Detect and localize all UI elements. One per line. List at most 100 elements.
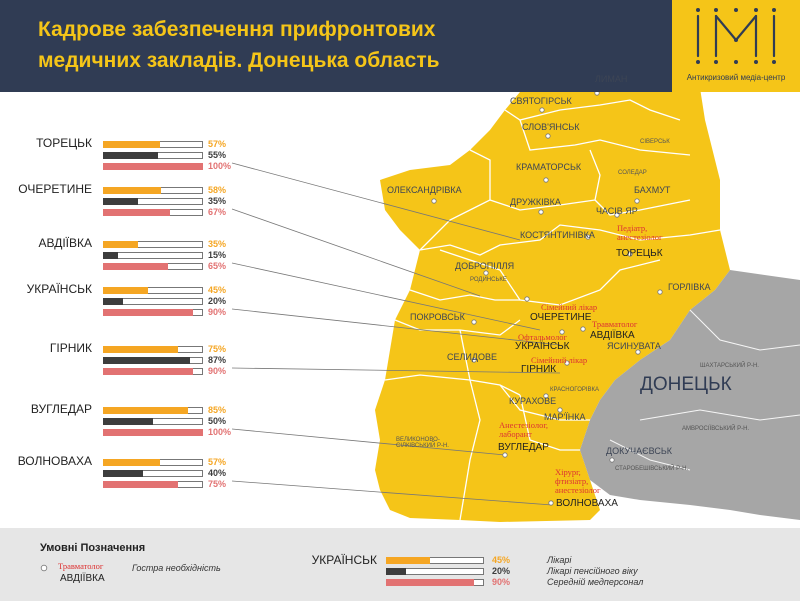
- pct-pension: 20%: [208, 296, 227, 306]
- town-vuhledar: ВУГЛЕДАР: [498, 442, 549, 453]
- bar-pension: [103, 152, 158, 159]
- pct-doctors: 57%: [208, 139, 227, 149]
- legend-bar-doctors: [386, 557, 431, 564]
- city-bakhmut: БАХМУТ: [634, 185, 671, 195]
- legend-pct-doctors: 45%: [492, 555, 511, 565]
- bar-doctors: [103, 141, 160, 148]
- row-label: УКРАЇНСЬК: [26, 282, 92, 296]
- city-dobropillia: ДОБРОПІЛЛЯ: [455, 261, 515, 271]
- city-oleksandrivka: ОЛЕКСАНДРІВКА: [387, 185, 462, 195]
- row-label: ОЧЕРЕТИНЕ: [18, 182, 92, 196]
- pct-midstaff: 90%: [208, 307, 227, 317]
- bar-pension: [103, 418, 153, 425]
- legend-series-doctors: Лікарі: [547, 555, 572, 565]
- bar-pension: [103, 357, 190, 364]
- bar-midstaff: [103, 263, 168, 270]
- district-starobeshivskyi: СТАРОБЕШІВСЬКИЙ Р-Н.: [615, 466, 689, 472]
- bar-midstaff: [103, 209, 170, 216]
- pct-midstaff: 75%: [208, 479, 227, 489]
- bar-midstaff: [103, 309, 193, 316]
- legend-series-pension: Лікарі пенсійного віку: [547, 566, 638, 576]
- need-ukrainsk: Офтальмолог: [518, 332, 567, 342]
- pct-pension: 35%: [208, 196, 227, 206]
- bar-track: [103, 252, 203, 259]
- bar-pension: [103, 252, 118, 259]
- callout-lines: [231, 162, 561, 506]
- pct-midstaff: 90%: [208, 366, 227, 376]
- city-kurakhove: КУРАХОВЕ: [509, 396, 557, 406]
- city-selydove: СЕЛИДОВЕ: [447, 352, 497, 362]
- region-donetsk-label: ДОНЕЦЬК: [640, 374, 732, 395]
- town-hirnyk: ГІРНИК: [521, 364, 557, 375]
- legend-bar-midstaff: [386, 579, 475, 586]
- legend-sample-desc: Гостра необхідність: [132, 563, 221, 573]
- legend-pct-midstaff: 90%: [492, 577, 511, 587]
- bar-pension: [103, 198, 138, 205]
- city-krasnohorivka: КРАСНОГОРІВКА: [550, 387, 600, 393]
- map-occupied-territory: [580, 270, 800, 520]
- bar-doctors: [103, 346, 178, 353]
- bar-doctors: [103, 241, 138, 248]
- city-marinka: МАР'ЇНКА: [544, 412, 586, 422]
- header-bar: Кадрове забезпечення прифронтових медичн…: [0, 0, 800, 92]
- city-sloviansk: СЛОВ'ЯНСЬК: [522, 122, 580, 132]
- need-volnovakha: Хірург, фтизіатр, анестезіолог: [555, 467, 601, 495]
- row-label: ВОЛНОВАХА: [17, 454, 92, 468]
- city-yasynuvata: ЯСИНУВАТА: [607, 341, 661, 351]
- city-chasiv-yar: ЧАСІВ ЯР: [596, 206, 638, 216]
- district-amvrosiivskyi: АМВРОСІЇВСЬКИЙ Р-Н.: [682, 426, 750, 432]
- bar-midstaff: [103, 368, 193, 375]
- city-dokuchaievsk: ДОКУЧАЄВСЬК: [606, 446, 672, 456]
- bar-midstaff: [103, 163, 203, 170]
- logo-caption: Антикризовий медіа-центр: [686, 73, 786, 82]
- pct-pension: 15%: [208, 250, 227, 260]
- legend-row-label: УКРАЇНСЬК: [311, 553, 377, 567]
- need-avdiivka: Травматолог: [592, 319, 638, 329]
- page-title: Кадрове забезпечення прифронтових медичн…: [38, 18, 440, 72]
- bar-doctors: [103, 287, 148, 294]
- need-toretsk: Педіатр, анестезіолог: [617, 223, 663, 242]
- pct-doctors: 58%: [208, 185, 227, 195]
- pct-pension: 50%: [208, 416, 227, 426]
- pct-midstaff: 100%: [208, 427, 232, 437]
- pct-doctors: 75%: [208, 344, 227, 354]
- imi-logo-mark-icon: [696, 8, 776, 64]
- legend-panel: [0, 528, 800, 601]
- town-avdiivka: АВДІЇВКА: [590, 330, 635, 341]
- row-label: ТОРЕЦЬК: [36, 136, 92, 150]
- map-occupied-borders: [609, 309, 800, 471]
- bar-doctors: [103, 407, 188, 414]
- city-kramatorsk: КРАМАТОРСЬК: [516, 162, 582, 172]
- legend-pct-pension: 20%: [492, 566, 511, 576]
- legend-sample-need: Травматолог: [58, 561, 104, 571]
- row-label: ГІРНИК: [49, 341, 92, 355]
- pct-midstaff: 100%: [208, 161, 232, 171]
- town-volnovakha: ВОЛНОВАХА: [556, 498, 618, 509]
- pct-midstaff: 67%: [208, 207, 227, 217]
- imi-logo: Антикризовий медіа-центр: [672, 0, 800, 92]
- row-label: ВУГЛЕДАР: [30, 402, 92, 416]
- city-pokrovsk: ПОКРОВСЬК: [410, 312, 465, 322]
- legend-series-midstaff: Середній медперсонал: [547, 577, 644, 587]
- pct-pension: 55%: [208, 150, 227, 160]
- map-controlled-territory: [375, 75, 730, 522]
- bar-doctors: [103, 187, 161, 194]
- pct-doctors: 45%: [208, 285, 227, 295]
- legend-marker-icon: [40, 564, 48, 572]
- district-velykonovosilkivskyi: ВЕЛИКОНОВО- СІЛКІВСЬКИЙ Р-Н.: [396, 437, 449, 449]
- row-label: АВДІЇВКА: [38, 236, 92, 250]
- city-druzhkivka: ДРУЖКІВКА: [510, 197, 561, 207]
- pct-doctors: 57%: [208, 457, 227, 467]
- pct-doctors: 85%: [208, 405, 227, 415]
- bar-midstaff: [103, 429, 203, 436]
- city-markers: [431, 90, 663, 506]
- pct-midstaff: 65%: [208, 261, 227, 271]
- need-vuhledar: Анестезіолог, лаборант: [499, 420, 549, 439]
- legend-title: Умовні Позначення: [40, 542, 146, 554]
- town-ocheretyne: ОЧЕРЕТИНЕ: [530, 312, 592, 323]
- city-lyman: ЛИМАН: [595, 74, 628, 84]
- city-soledar: СОЛЕДАР: [618, 170, 647, 176]
- bar-midstaff: [103, 481, 178, 488]
- legend-bar-pension: [386, 568, 406, 575]
